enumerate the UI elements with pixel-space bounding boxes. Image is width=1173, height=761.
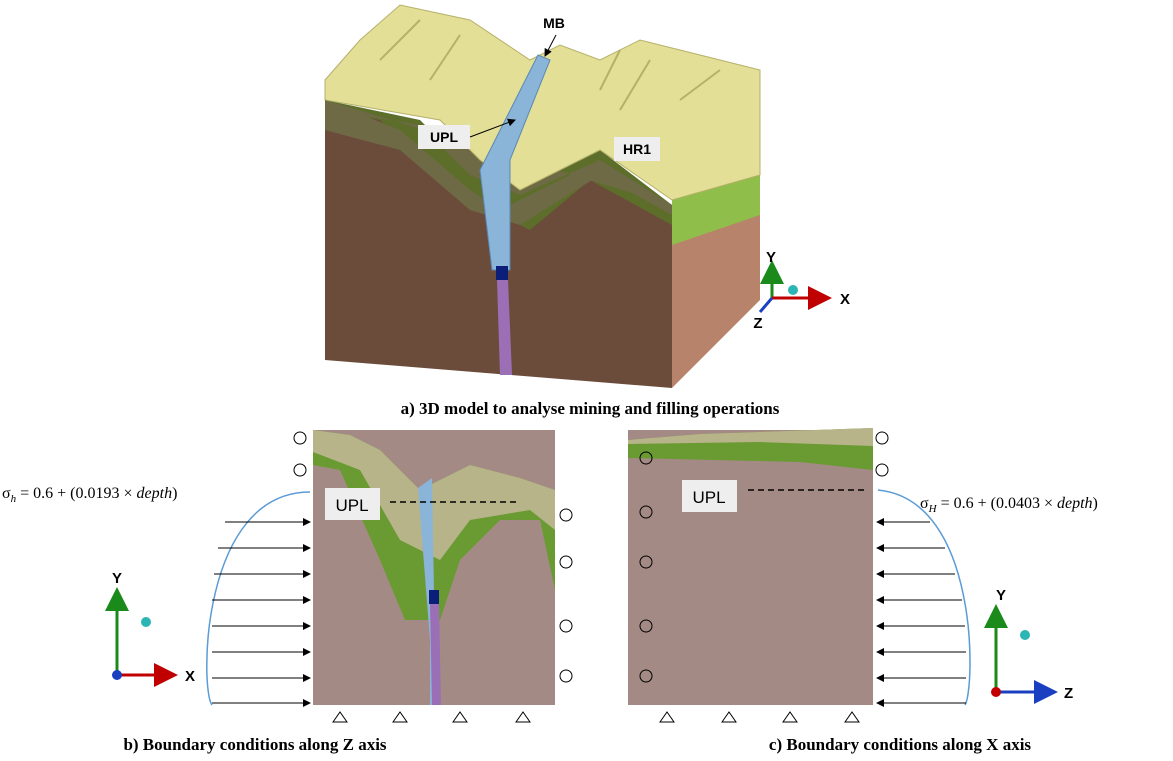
x-label: X xyxy=(840,291,850,308)
model-3d: MB UPL HR1 Y X Z xyxy=(325,5,850,388)
upl-label: UPL xyxy=(430,129,458,145)
caption-b: b) Boundary conditions along Z axis xyxy=(123,735,386,754)
x-label: X xyxy=(185,668,195,685)
vein-block xyxy=(496,266,508,280)
stress-curve xyxy=(207,492,310,705)
section-body xyxy=(628,430,873,705)
upl-label: UPL xyxy=(335,496,368,515)
vein-block xyxy=(429,590,439,604)
equation: σh = 0.6 + (0.0193 × depth) xyxy=(2,485,177,505)
origin xyxy=(991,687,1001,697)
mb-label: MB xyxy=(543,15,565,31)
equation: σH = 0.6 + (0.0403 × depth) xyxy=(920,495,1098,515)
caption-c: c) Boundary conditions along X axis xyxy=(769,735,1032,754)
y-label: Y xyxy=(996,587,1006,604)
origin-dot xyxy=(141,617,151,627)
section-c: UPL σH = 0.6 + (0.0403 × depth) Y Z xyxy=(628,428,1098,722)
figure: MB UPL HR1 Y X Z a) 3D model to analyse … xyxy=(0,0,1173,761)
z-label: Z xyxy=(753,315,762,332)
caption-a: a) 3D model to analyse mining and fillin… xyxy=(401,399,780,418)
upl-label: UPL xyxy=(692,488,725,507)
z-axis xyxy=(760,298,772,312)
hr1-label: HR1 xyxy=(623,141,651,157)
origin xyxy=(112,670,122,680)
section-b: UPL σh = 0.6 + (0.0193 × depth) Y X xyxy=(2,430,572,722)
y-label: Y xyxy=(766,249,776,266)
stress-arrows xyxy=(212,522,310,703)
z-label: Z xyxy=(1064,685,1073,702)
origin-dot xyxy=(1020,630,1030,640)
origin-dot xyxy=(788,285,798,295)
y-label: Y xyxy=(112,570,122,587)
stress-arrows xyxy=(877,522,966,703)
